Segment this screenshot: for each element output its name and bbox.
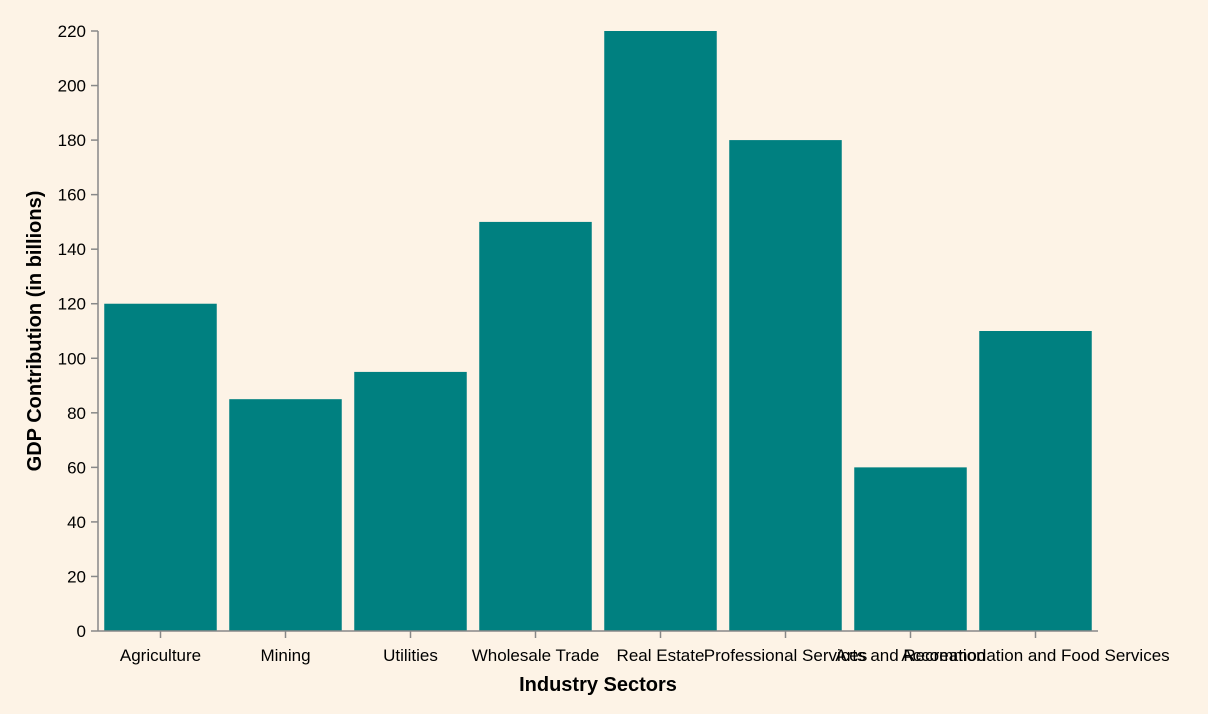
y-axis-title: GDP Contribution (in billions) xyxy=(24,191,46,472)
y-tick-label: 160 xyxy=(58,186,86,205)
x-axis-title: Industry Sectors xyxy=(519,674,677,696)
y-tick-label: 200 xyxy=(58,77,86,96)
bar-agriculture xyxy=(104,303,217,631)
y-tick-label: 80 xyxy=(67,404,86,423)
y-tick-label: 120 xyxy=(58,295,86,314)
bar-wholesale-trade xyxy=(479,221,592,631)
x-tick-label: Professional Services xyxy=(704,646,867,665)
bar-real-estate xyxy=(604,31,717,631)
x-tick-label: Real Estate xyxy=(617,646,705,665)
x-tick-label: Arts and Recreation xyxy=(835,646,985,665)
y-tick-label: 140 xyxy=(58,240,86,259)
bars-group xyxy=(104,31,1092,631)
x-tick-label: Agriculture xyxy=(120,646,201,665)
x-tick-label: Wholesale Trade xyxy=(472,646,600,665)
x-axis: Agriculture Mining Utilities Wholesale Trad… xyxy=(98,630,1170,665)
bar-professional-services xyxy=(729,140,842,631)
bar-utilities xyxy=(354,371,467,631)
bar-accommodation-and-food-services xyxy=(979,331,1092,631)
y-tick-label: 100 xyxy=(58,349,86,368)
bar-arts-and-recreation xyxy=(854,467,967,631)
x-tick-label: Accommodation and Food Services xyxy=(901,646,1169,665)
y-tick-label: 180 xyxy=(58,131,86,150)
y-tick-label: 0 xyxy=(77,622,86,641)
y-axis: 0 20 40 60 80 100 120 140 160 180 200 220 xyxy=(58,22,99,641)
y-tick-label: 20 xyxy=(67,567,86,586)
x-tick-label: Mining xyxy=(260,646,310,665)
y-tick-label: 60 xyxy=(67,458,86,477)
y-tick-label: 40 xyxy=(67,513,86,532)
y-tick-label: 220 xyxy=(58,22,86,41)
x-tick-label: Utilities xyxy=(383,646,438,665)
bar-mining xyxy=(229,399,342,631)
